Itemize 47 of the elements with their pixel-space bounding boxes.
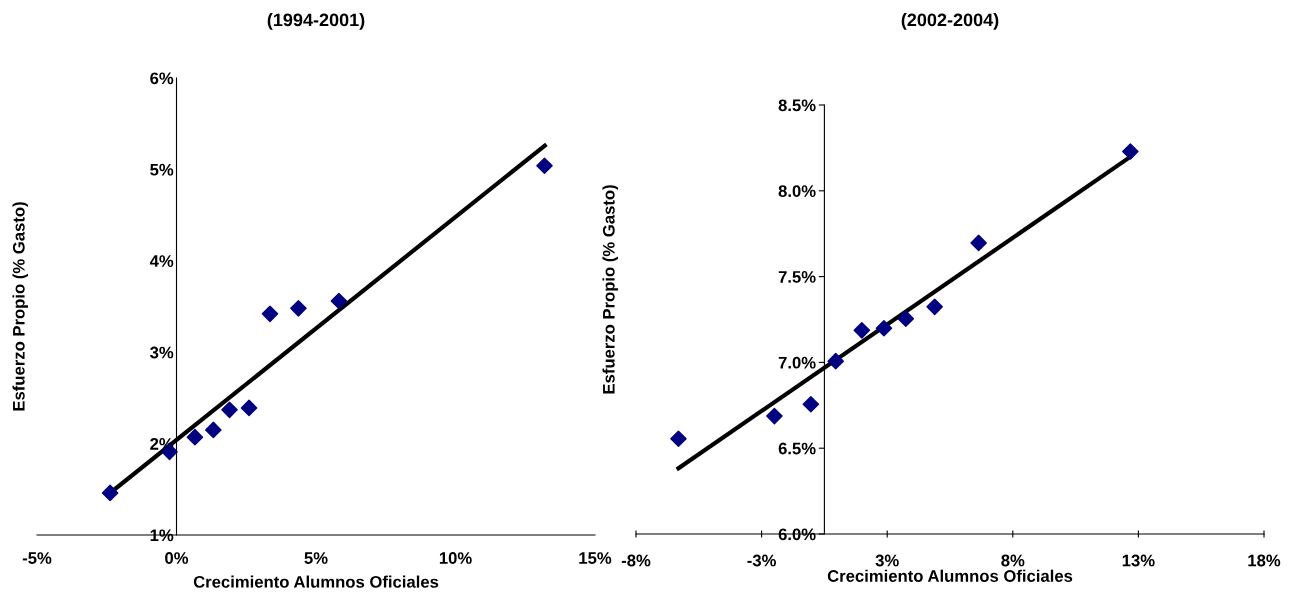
y-tick-label: 6% <box>150 72 174 85</box>
y-tick-label: 7.5% <box>778 271 816 283</box>
x-tick-label: 18% <box>1248 554 1281 567</box>
point <box>875 319 893 337</box>
y-tick-label: 6.0% <box>778 528 816 541</box>
x-tick-label: -5% <box>22 552 52 564</box>
x-tick-label: 8% <box>1001 554 1025 567</box>
point <box>261 305 279 323</box>
point <box>330 292 348 310</box>
x-axis-title: Crecimiento Alumnos Oficiales <box>827 569 1073 582</box>
y-tick-label: 7.0% <box>778 356 816 369</box>
y-tick-label: 3% <box>150 346 174 359</box>
x-tick-label: 0% <box>165 552 189 564</box>
y-axis-title: Esfuerzo Propio (% Gasto) <box>602 185 618 394</box>
point <box>101 484 119 502</box>
point <box>186 428 204 446</box>
x-tick-label: 5% <box>304 552 328 564</box>
point <box>897 310 915 327</box>
point <box>926 298 943 316</box>
x-tick-label: -8% <box>621 554 651 567</box>
point <box>290 300 307 317</box>
y-tick-label: 5% <box>150 163 174 176</box>
point <box>536 157 553 175</box>
chart-title: (2002-2004) <box>901 13 999 30</box>
y-tick-label: 6.5% <box>778 442 816 455</box>
y-tick-label: 1% <box>150 529 174 542</box>
x-tick-label: 15% <box>579 552 612 564</box>
point <box>1122 143 1139 160</box>
chart-title: (1994-2001) <box>267 13 365 30</box>
point <box>670 430 687 448</box>
x-tick-label: 13% <box>1122 554 1155 567</box>
point <box>221 401 238 419</box>
point <box>853 322 871 339</box>
x-tick-label: -3% <box>747 554 776 567</box>
point <box>802 395 820 413</box>
y-tick-label: 8.5% <box>778 99 816 112</box>
point <box>970 234 987 252</box>
point <box>240 399 258 417</box>
x-tick-label: 10% <box>439 552 472 564</box>
point <box>827 352 845 370</box>
point <box>766 407 783 425</box>
x-axis-title: Crecimiento Alumnos Oficiales <box>193 575 439 588</box>
x-tick-label: 3% <box>875 554 899 567</box>
y-tick-label: 4% <box>149 255 174 267</box>
point <box>205 421 222 439</box>
y-axis-title: Esfuerzo Propio (% Gasto) <box>12 202 28 411</box>
y-tick-label: 8.0% <box>778 185 816 197</box>
